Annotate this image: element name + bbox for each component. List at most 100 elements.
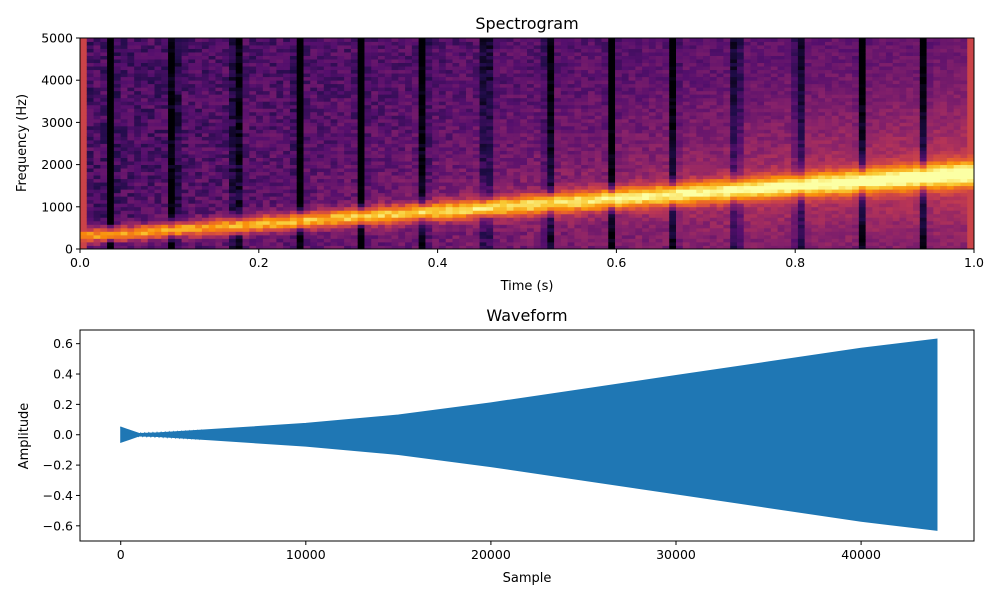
heatmap-cell: [425, 231, 433, 236]
heatmap-cell: [398, 136, 406, 141]
heatmap-cell: [168, 66, 176, 71]
heatmap-cell: [289, 90, 298, 95]
heatmap-cell: [337, 210, 345, 215]
heatmap-cell: [310, 210, 318, 215]
heatmap-cell: [357, 220, 365, 225]
heatmap-cell: [127, 168, 135, 173]
heatmap-cell: [357, 73, 365, 78]
heatmap-cell: [249, 48, 257, 53]
heatmap-cell: [554, 199, 562, 204]
heatmap-cell: [283, 199, 291, 204]
heatmap-cell: [493, 147, 501, 151]
heatmap-cell: [276, 108, 284, 113]
heatmap-cell: [317, 129, 325, 134]
heatmap-cell: [242, 143, 250, 148]
heatmap-cell: [168, 108, 176, 113]
heatmap-cell: [188, 175, 196, 180]
heatmap-cell: [391, 115, 399, 120]
heatmap-cell: [594, 90, 602, 95]
heatmap-cell: [533, 139, 541, 144]
heatmap-cell: [296, 241, 304, 246]
heatmap-cell: [296, 182, 304, 187]
heatmap-cell: [113, 241, 122, 246]
heatmap-cell: [513, 224, 521, 229]
heatmap-cell: [344, 136, 352, 141]
heatmap-cell: [242, 182, 250, 187]
heatmap-cell: [215, 125, 223, 130]
heatmap-cell: [222, 196, 230, 201]
heatmap-cell: [283, 171, 291, 176]
heatmap-cell: [229, 90, 237, 95]
heatmap-cell: [567, 52, 575, 56]
heatmap-cell: [262, 157, 271, 162]
heatmap-cell: [249, 45, 257, 49]
heatmap-cell: [479, 182, 487, 187]
heatmap-cell: [235, 48, 243, 53]
heatmap-cell: [533, 41, 541, 46]
heatmap-cell: [621, 241, 629, 246]
heatmap-cell: [574, 192, 582, 197]
heatmap-cell: [384, 182, 392, 187]
heatmap-cell: [235, 97, 243, 102]
heatmap-cell: [493, 118, 501, 123]
heatmap-cell: [147, 164, 155, 169]
heatmap-cell: [161, 104, 169, 109]
heatmap-cell: [418, 83, 426, 88]
heatmap-cell: [107, 48, 115, 53]
heatmap-cell: [310, 132, 318, 137]
heatmap-cell: [93, 143, 101, 148]
heatmap-cell: [547, 224, 555, 229]
heatmap-cell: [520, 125, 528, 130]
heatmap-cell: [93, 73, 101, 78]
heatmap-cell: [418, 241, 426, 246]
heatmap-cell: [621, 115, 629, 120]
heatmap-cell: [296, 245, 304, 250]
heatmap-cell: [289, 136, 298, 141]
heatmap-cell: [371, 143, 379, 148]
heatmap-cell: [486, 234, 494, 239]
heatmap-cell: [161, 97, 169, 102]
heatmap-cell: [452, 210, 460, 215]
heatmap-cell: [635, 132, 643, 137]
heatmap-cell: [289, 178, 298, 183]
heatmap-cell: [134, 136, 142, 141]
heatmap-cell: [93, 111, 101, 116]
heatmap-cell: [621, 55, 629, 60]
heatmap-cell: [581, 97, 589, 102]
heatmap-cell: [215, 139, 223, 144]
heatmap-cell: [384, 129, 392, 134]
heatmap-cell: [425, 171, 433, 176]
heatmap-cell: [195, 48, 203, 53]
heatmap-cell: [93, 90, 101, 95]
heatmap-cell: [547, 136, 555, 141]
heatmap-cell: [587, 48, 596, 53]
heatmap-cell: [506, 185, 514, 190]
heatmap-cell: [513, 83, 521, 88]
heatmap-cell: [587, 132, 596, 137]
heatmap-cell: [161, 101, 169, 106]
heatmap-cell: [432, 118, 440, 123]
heatmap-cell: [432, 175, 440, 180]
heatmap-cell: [527, 203, 535, 208]
heatmap-cell: [384, 203, 392, 208]
heatmap-cell: [222, 62, 230, 67]
heatmap-cell: [506, 175, 514, 180]
heatmap-cell: [134, 52, 142, 56]
heatmap-cell: [303, 125, 311, 130]
heatmap-cell: [459, 104, 467, 109]
heatmap-cell: [86, 104, 94, 109]
heatmap-cell: [249, 231, 257, 236]
heatmap-cell: [256, 143, 264, 148]
heatmap-cell: [567, 80, 575, 85]
heatmap-cell: [107, 192, 115, 197]
heatmap-cell: [405, 94, 413, 99]
heatmap-cell: [235, 203, 243, 208]
heatmap-cell: [330, 154, 338, 158]
heatmap-cell: [520, 171, 528, 176]
heatmap-cell: [567, 136, 575, 141]
heatmap-cell: [506, 118, 514, 123]
heatmap-cell: [459, 241, 467, 246]
heatmap-cell: [215, 150, 223, 155]
heatmap-cell: [506, 83, 514, 88]
heatmap-cell: [628, 76, 636, 81]
